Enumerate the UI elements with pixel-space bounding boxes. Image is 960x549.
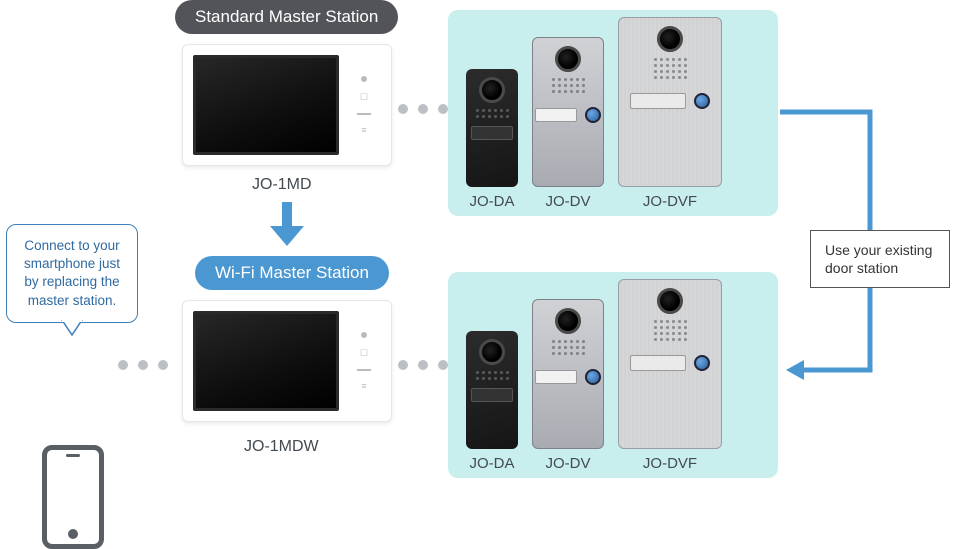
note-existing-door-station: Use your existing door station xyxy=(810,230,950,288)
pill-wifi-master: Wi-Fi Master Station xyxy=(195,256,389,290)
label-jo-dvf: JO-DVF xyxy=(643,455,697,472)
dots-connector-top xyxy=(398,104,448,114)
pill-standard-master: Standard Master Station xyxy=(175,0,398,34)
device-door-jo-dvf: JO-DVF xyxy=(618,279,722,478)
down-arrow-icon xyxy=(270,202,304,246)
callout-smartphone: Connect to your smartphone just by repla… xyxy=(6,224,138,323)
master-screen xyxy=(193,311,339,411)
device-door-jo-da: JO-DA xyxy=(466,331,518,478)
master-screen xyxy=(193,55,339,155)
device-door-jo-dv: JO-DV xyxy=(532,37,604,216)
device-door-jo-dv: JO-DV xyxy=(532,299,604,478)
label-jo-dv: JO-DV xyxy=(546,455,591,472)
dots-connector-bottom xyxy=(398,360,448,370)
label-wifi-model: JO-1MDW xyxy=(244,438,319,456)
dots-connector-phone xyxy=(118,360,168,370)
device-master-wifi: ☐ ≡ xyxy=(182,300,392,422)
master-side-buttons: ☐ ≡ xyxy=(347,332,381,391)
label-jo-dv: JO-DV xyxy=(546,193,591,210)
panel-door-stations-bottom: JO-DA JO-DV JO-DVF xyxy=(448,272,778,478)
label-jo-da: JO-DA xyxy=(470,193,515,210)
device-door-jo-dvf: JO-DVF xyxy=(618,17,722,216)
label-jo-da: JO-DA xyxy=(470,455,515,472)
smartphone-icon xyxy=(42,445,104,549)
master-side-buttons: ☐ ≡ xyxy=(347,76,381,135)
device-master-standard: ☐ ≡ xyxy=(182,44,392,166)
callout-tail-icon xyxy=(60,320,84,336)
panel-door-stations-top: JO-DA JO-DV JO-DVF xyxy=(448,10,778,216)
label-standard-model: JO-1MD xyxy=(252,176,312,194)
device-door-jo-da: JO-DA xyxy=(466,69,518,216)
callout-text: Connect to your smartphone just by repla… xyxy=(24,238,120,308)
label-jo-dvf: JO-DVF xyxy=(643,193,697,210)
